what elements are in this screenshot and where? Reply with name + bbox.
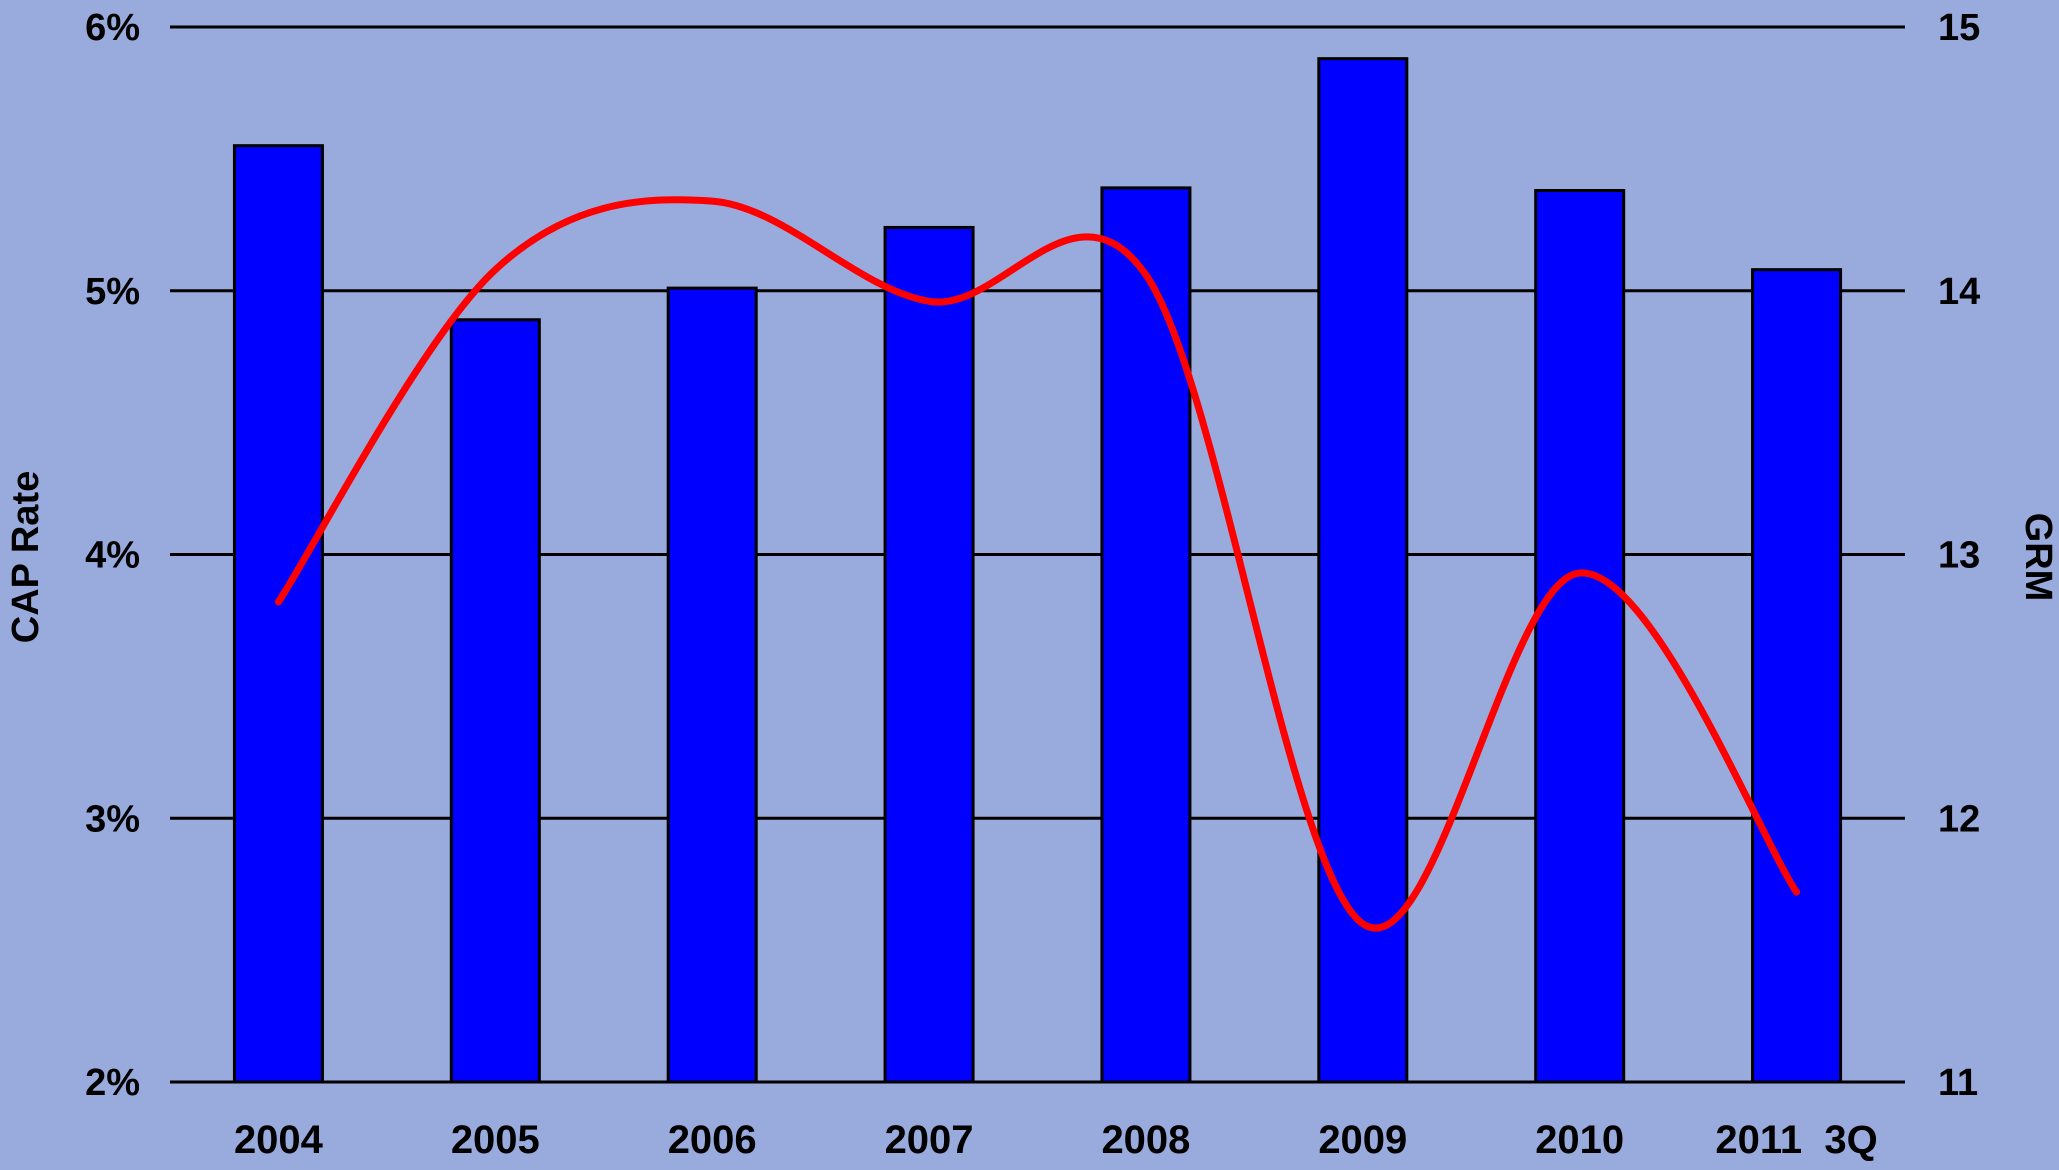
x-tick-label: 2005 [451,1118,540,1162]
left-tick-label: 2% [85,1062,140,1104]
left-tick-label: 6% [85,7,140,49]
right-tick-label: 12 [1938,798,1980,840]
bar-2004 [234,146,322,1082]
bar-2010 [1536,191,1624,1082]
right-tick-label: 14 [1938,271,1980,313]
right-tick-label: 13 [1938,535,1980,577]
bar-2007 [885,227,973,1082]
x-tick-label: 2011 3Q [1715,1118,1877,1162]
bar-2008 [1102,188,1190,1082]
x-tick-label: 2004 [234,1118,324,1162]
bar-2006 [668,288,756,1082]
bar-2011-3Q [1753,270,1841,1082]
x-tick-label: 2010 [1535,1118,1624,1162]
x-tick-label: 2008 [1101,1118,1190,1162]
right-tick-label: 15 [1938,7,1980,49]
left-tick-label: 3% [85,798,140,840]
bar-2009 [1319,59,1407,1082]
left-tick-label: 5% [85,271,140,313]
left-tick-label: 4% [85,535,140,577]
bar-2005 [451,320,539,1082]
x-tick-label: 2007 [885,1118,974,1162]
x-tick-label: 2006 [668,1118,757,1162]
y2-axis-label: GRM [2017,513,2059,602]
y-axis-label: CAP Rate [5,471,47,643]
x-tick-label: 2009 [1318,1118,1407,1162]
right-tick-label: 11 [1938,1062,1978,1104]
